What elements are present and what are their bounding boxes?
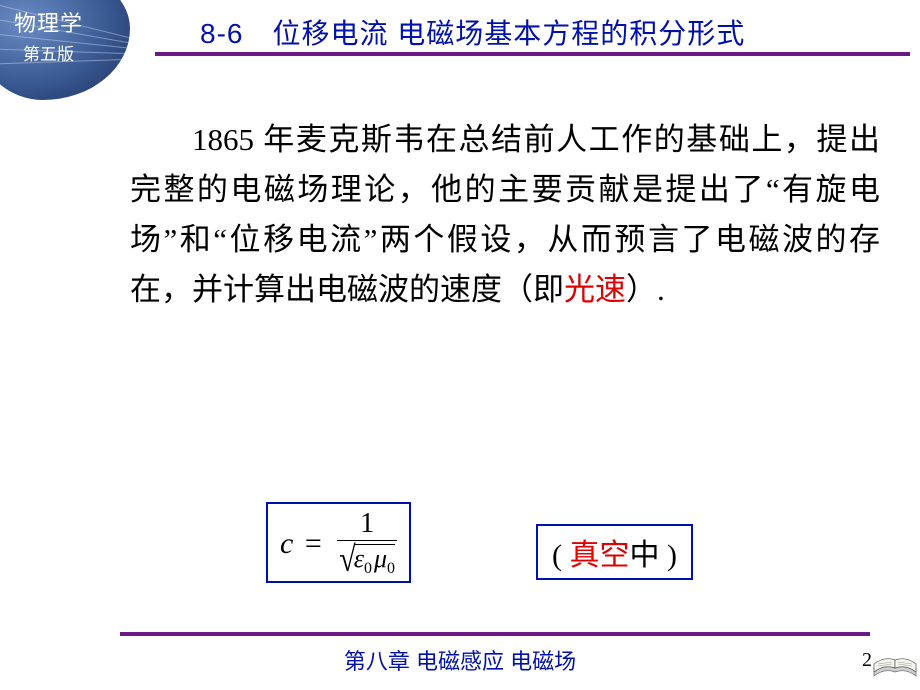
book-edition: 第五版: [14, 40, 83, 65]
formula-denominator: √ε0μ0: [337, 543, 397, 577]
logo-text: 物理学 第五版: [14, 6, 83, 65]
footer: 第八章 电磁感应 电磁场: [0, 632, 920, 676]
vacuum-rest: 中 ): [630, 539, 678, 572]
header-logo: 物理学 第五版: [0, 0, 140, 110]
speed-of-light-formula: c = 1 √ε0μ0: [266, 502, 411, 583]
vacuum-red: 真空: [570, 539, 630, 572]
vacuum-note: ( 真空中 ): [536, 524, 693, 580]
body-paragraph: 1865 年麦克斯韦在总结前人工作的基础上，提出完整的电磁场理论，他的主要贡献是…: [130, 115, 880, 315]
chapter-title: 第八章 电磁感应 电磁场: [0, 644, 920, 676]
formula-equals: =: [305, 529, 322, 559]
section-title: 8-6 位移电流 电磁场基本方程的积分形式: [200, 12, 745, 52]
formula-numerator: 1: [337, 510, 397, 538]
book-icon: [870, 638, 920, 680]
year: 1865: [192, 122, 254, 157]
vacuum-open: (: [552, 539, 570, 572]
title-underline: [155, 52, 910, 56]
book-title: 物理学: [14, 6, 83, 38]
formula-lhs: c: [280, 529, 293, 559]
highlight-speed-of-light: 光速: [564, 272, 626, 307]
body-part2: ）.: [626, 272, 665, 307]
footer-rule: [120, 632, 870, 636]
formula-fraction: 1 √ε0μ0: [337, 510, 397, 577]
